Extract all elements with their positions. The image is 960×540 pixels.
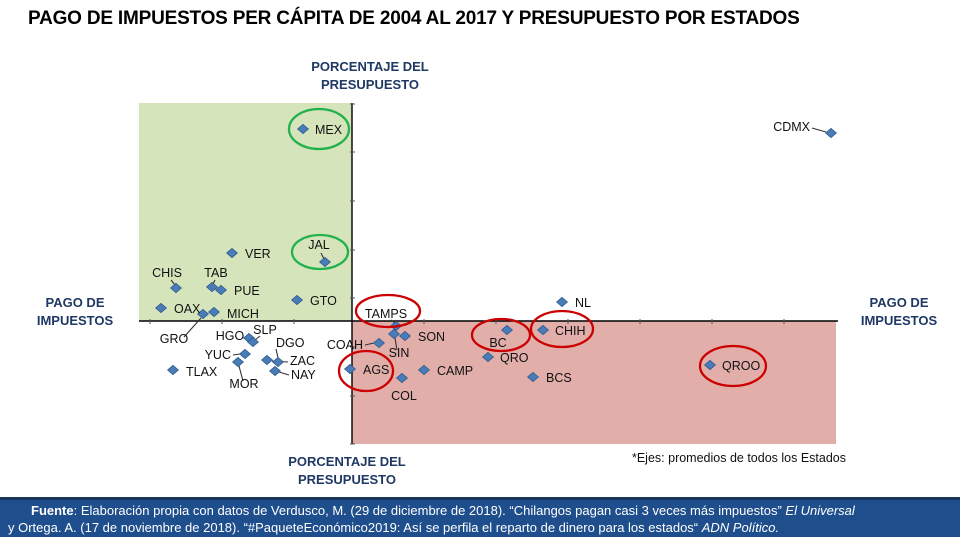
red-highlight-ring-TAMPS xyxy=(354,293,422,329)
source-text-segment: Fuente xyxy=(31,503,74,518)
point-NL xyxy=(555,296,569,308)
state-label-YUC: YUC xyxy=(205,348,231,362)
leader-NAY xyxy=(278,371,290,376)
axes-note: *Ejes: promedios de todos los Estados xyxy=(631,451,846,465)
state-label-GRO: GRO xyxy=(160,332,189,346)
point-SON xyxy=(398,330,412,342)
red-highlight-ring-CHIH xyxy=(529,309,595,349)
x-axis-label-left: PAGO DE IMPUESTOS xyxy=(36,295,114,328)
state-label-AGS: AGS xyxy=(363,363,389,377)
point-SLP xyxy=(246,336,260,348)
point-DGO xyxy=(271,356,285,368)
point-CHIS xyxy=(169,282,183,294)
leader-MOR xyxy=(238,365,244,382)
point-ZAC xyxy=(260,354,274,366)
leader-SIN xyxy=(394,337,398,351)
state-label-CAMP: CAMP xyxy=(437,364,473,378)
state-label-CHIS: CHIS xyxy=(152,266,182,280)
point-CDMX xyxy=(824,127,838,139)
point-CHIH xyxy=(536,324,550,336)
y-axis-label-top: PORCENTAJE DEL PRESUPUESTO xyxy=(311,59,429,92)
state-label-VER: VER xyxy=(245,247,271,261)
leader-GRO xyxy=(183,317,202,338)
point-MOR xyxy=(231,356,245,368)
point-BCS xyxy=(526,371,540,383)
point-YUC xyxy=(238,348,252,360)
page-title: PAGO DE IMPUESTOS PER CÁPITA DE 2004 AL … xyxy=(28,8,800,29)
leader-CDMX xyxy=(811,127,827,133)
point-TAB xyxy=(205,281,219,293)
state-label-PUE: PUE xyxy=(234,284,260,298)
state-label-MICH: MICH xyxy=(227,307,259,321)
point-MEX xyxy=(296,123,310,135)
leader-COAH xyxy=(364,342,375,346)
point-PUE xyxy=(214,284,228,296)
source-text-segment: El Universal xyxy=(785,503,855,518)
state-label-ZAC: ZAC xyxy=(290,354,315,368)
point-QROO xyxy=(703,359,717,371)
state-label-SIN: SIN xyxy=(389,346,410,360)
green-highlight-ring-JAL xyxy=(290,233,350,271)
state-label-TAB: TAB xyxy=(204,266,227,280)
leader-CHIS xyxy=(170,279,176,286)
source-text-segment: y Ortega. A. (17 de noviembre de 2018). … xyxy=(8,519,702,535)
point-NAY xyxy=(268,365,282,377)
source-line-1: Fuente: Elaboración propia con datos de … xyxy=(8,503,950,520)
leader-JAL xyxy=(320,252,325,260)
point-MICH xyxy=(207,306,221,318)
state-label-BC: BC xyxy=(489,336,506,350)
red-highlight-ring-AGS xyxy=(337,349,395,393)
state-label-TAMPS: TAMPS xyxy=(365,307,407,321)
state-label-NL: NL xyxy=(575,296,591,310)
source-text-segment: : Elaboración propia con datos de Verdus… xyxy=(73,503,786,518)
source-footer: Fuente: Elaboración propia con datos de … xyxy=(0,497,960,537)
point-COAH xyxy=(372,337,386,349)
state-label-HGO: HGO xyxy=(216,329,245,343)
pink-quadrant xyxy=(352,321,836,444)
point-COL xyxy=(395,372,409,384)
red-highlight-ring-QROO xyxy=(698,344,768,388)
point-TLAX xyxy=(166,364,180,376)
point-CAMP xyxy=(417,364,431,376)
state-label-COAH: COAH xyxy=(327,338,363,352)
point-SIN xyxy=(387,328,401,340)
point-QRO xyxy=(481,351,495,363)
source-line-2: y Ortega. A. (17 de noviembre de 2018). … xyxy=(8,520,950,537)
point-VER xyxy=(225,247,239,259)
point-AGS xyxy=(343,363,357,375)
state-label-OAX: OAX xyxy=(174,302,201,316)
state-label-SON: SON xyxy=(418,330,445,344)
state-label-MOR: MOR xyxy=(229,377,258,391)
green-highlight-ring-MEX xyxy=(287,107,351,151)
state-label-GTO: GTO xyxy=(310,294,337,308)
state-label-BCS: BCS xyxy=(546,371,572,385)
leader-DGO xyxy=(275,348,279,359)
point-GTO xyxy=(290,294,304,306)
state-label-SLP: SLP xyxy=(253,323,277,337)
state-label-DGO: DGO xyxy=(276,336,305,350)
state-label-QRO: QRO xyxy=(500,351,529,365)
state-label-NAY: NAY xyxy=(291,368,316,382)
state-label-QROO: QROO xyxy=(722,359,760,373)
leader-YUC xyxy=(232,353,241,356)
point-JAL xyxy=(318,256,332,268)
source-text-segment: ADN Político. xyxy=(701,519,780,535)
state-label-JAL: JAL xyxy=(308,238,330,252)
point-GRO xyxy=(196,308,210,320)
point-BC xyxy=(500,324,514,336)
state-label-COL: COL xyxy=(391,389,417,403)
state-label-CDMX: CDMX xyxy=(773,120,810,134)
x-axis-label-right: PAGO DE IMPUESTOS xyxy=(860,295,938,328)
red-highlight-ring-BC xyxy=(470,317,532,353)
state-label-CHIH: CHIH xyxy=(555,324,586,338)
point-OAX xyxy=(154,302,168,314)
state-label-MEX: MEX xyxy=(315,123,343,137)
state-label-TLAX: TLAX xyxy=(186,365,218,379)
y-axis-label-bottom: PORCENTAJE DEL PRESUPUESTO xyxy=(288,454,406,487)
